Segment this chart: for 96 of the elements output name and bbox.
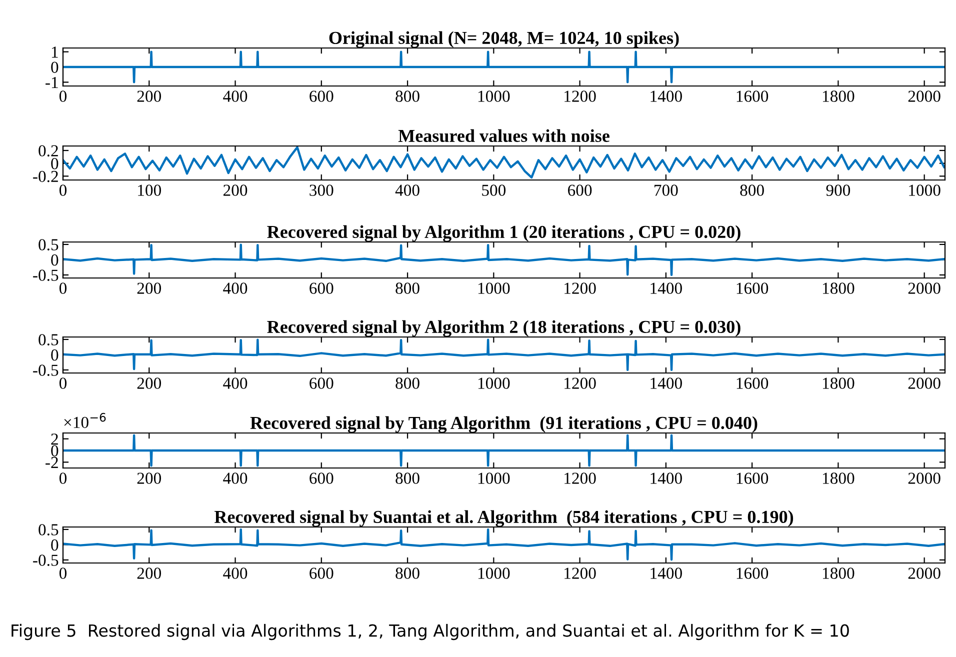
- y-tick-label: 0.5: [38, 239, 58, 250]
- y-tick-label: 0: [51, 539, 58, 551]
- x-tick-label: 0: [59, 378, 67, 389]
- y-tick-label: 0.5: [38, 334, 58, 346]
- x-tick-label: 1800: [822, 568, 854, 579]
- y-tick-label: -0.5: [33, 364, 58, 376]
- y-tick-label: 0.2: [38, 145, 58, 157]
- x-tick-label: 1800: [822, 282, 854, 294]
- x-tick-label: 1600: [736, 472, 768, 484]
- x-tick-label: 800: [396, 90, 420, 102]
- x-tick-label: 1400: [650, 568, 682, 579]
- chart-title: Measured values with noise: [398, 129, 610, 142]
- x-tick-label: 600: [310, 568, 334, 579]
- x-tick-label: 0: [59, 472, 67, 484]
- y-tick-label: 0: [51, 254, 58, 266]
- x-tick-label: 400: [395, 184, 420, 196]
- x-tick-label: 0: [59, 90, 67, 102]
- x-tick-label: 1400: [650, 472, 682, 484]
- x-tick-label: 800: [740, 184, 764, 196]
- y-tick-label: 1: [52, 46, 58, 58]
- x-tick-label: 200: [137, 90, 161, 102]
- y-tick-label: 0: [51, 445, 58, 456]
- x-tick-label: 800: [396, 378, 420, 389]
- caption: Figure 5 Restored signal via Algorithms 1, 2, Tang Algorithm, and Suantai et al. Algorithm for K = 10: [12, 624, 849, 640]
- x-tick-label: 400: [223, 378, 248, 389]
- chart-title: Recovered signal by Algorithm 2 (18 iterations , CPU = 0.030): [267, 320, 740, 337]
- x-tick-label: 0: [59, 568, 67, 579]
- x-tick-label: 1600: [736, 90, 768, 102]
- chart-title: Recovered signal by Algorithm 1 (20 iterations , CPU = 0.020): [267, 225, 740, 242]
- x-tick-label: 1400: [650, 378, 682, 389]
- x-tick-label: 1000: [478, 90, 510, 102]
- y-tick-label: 2: [51, 434, 58, 445]
- y-tick-label: -0.5: [33, 270, 58, 281]
- x-tick-label: 200: [137, 282, 161, 294]
- x-tick-label: 1200: [564, 282, 596, 294]
- x-tick-label: 1000: [909, 184, 940, 196]
- chart-title: Recovered signal by Suantai et al. Algorithm (584 iterations , CPU = 0.190): [214, 510, 794, 527]
- x-tick-label: 800: [396, 568, 420, 579]
- x-tick-label: 900: [826, 184, 850, 196]
- y-tick-label: -0.2: [33, 170, 58, 182]
- x-tick-label: 400: [223, 90, 248, 102]
- x-tick-label: 2000: [908, 282, 940, 294]
- x-tick-label: 600: [568, 184, 592, 196]
- chart-title: Original signal (N= 2048, M= 1024, 10 spikes): [329, 31, 679, 48]
- line-series: [63, 528, 945, 561]
- x-tick-label: 200: [223, 184, 248, 196]
- x-tick-label: 2000: [908, 568, 940, 579]
- x-tick-label: 1800: [822, 90, 854, 102]
- x-tick-label: 0: [59, 282, 67, 294]
- x-tick-label: 600: [310, 282, 334, 294]
- y-tick-label: 0.5: [38, 524, 58, 536]
- x-tick-label: 200: [137, 472, 161, 484]
- line-series: [63, 244, 945, 276]
- y-tick-label: -1: [46, 76, 58, 88]
- x-tick-label: 700: [654, 184, 678, 196]
- x-tick-label: 300: [310, 184, 334, 196]
- y-tick-label: 0: [51, 158, 58, 170]
- x-tick-label: 1000: [478, 568, 510, 579]
- y-tick-label: 0: [51, 62, 58, 73]
- x-tick-label: 600: [310, 472, 334, 484]
- x-tick-label: 400: [223, 282, 248, 294]
- chart-title: Recovered signal by Tang Algorithm (91 iterations , CPU = 0.040): [250, 416, 758, 433]
- x-tick-label: 1800: [822, 472, 854, 484]
- x-tick-label: 1600: [736, 378, 768, 389]
- x-tick-label: 100: [138, 184, 161, 196]
- x-tick-label: 1200: [564, 568, 596, 579]
- x-tick-label: 600: [310, 90, 334, 102]
- x-tick-label: 1800: [822, 378, 854, 389]
- x-tick-label: 1200: [564, 472, 596, 484]
- y-tick-label: -0.5: [33, 554, 58, 566]
- x-tick-label: 200: [137, 568, 161, 579]
- x-tick-label: 2000: [908, 378, 940, 389]
- x-tick-label: 800: [396, 282, 420, 294]
- text: ×10$^{−6}$: [64, 412, 106, 428]
- x-tick-label: 1400: [650, 282, 682, 294]
- line-series: [63, 338, 945, 372]
- x-tick-label: 0: [59, 184, 67, 196]
- x-tick-label: 1000: [478, 472, 510, 484]
- x-tick-label: 500: [482, 184, 506, 196]
- x-tick-label: 200: [137, 378, 161, 389]
- x-tick-label: 1000: [478, 282, 510, 294]
- x-tick-label: 600: [310, 378, 334, 389]
- x-tick-label: 2000: [908, 472, 940, 484]
- x-tick-label: 2000: [908, 90, 940, 102]
- x-tick-label: 800: [396, 472, 420, 484]
- y-tick-label: 0: [51, 349, 58, 361]
- x-tick-label: 1000: [478, 378, 510, 389]
- x-tick-label: 1200: [564, 378, 596, 389]
- x-tick-label: 1200: [564, 90, 596, 102]
- x-tick-label: 1600: [736, 568, 768, 579]
- x-tick-label: 1600: [736, 282, 768, 294]
- x-tick-label: 1400: [650, 90, 682, 102]
- x-tick-label: 400: [223, 568, 248, 579]
- x-tick-label: 400: [223, 472, 248, 484]
- y-tick-label: -2: [46, 456, 58, 468]
- line-series: [63, 146, 945, 179]
